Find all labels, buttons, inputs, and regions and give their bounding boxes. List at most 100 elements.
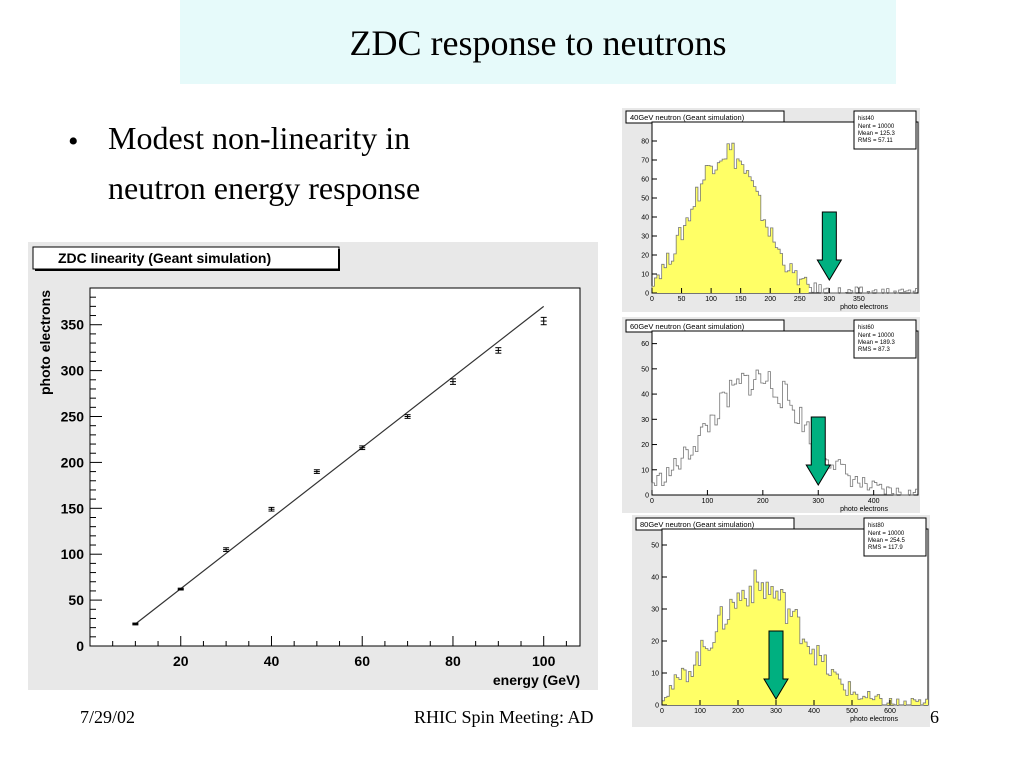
hist-x-tick-label: 500 <box>846 708 858 715</box>
y-tick-label: 50 <box>68 592 84 608</box>
bullet-marker: • <box>68 125 79 158</box>
stats-line: Mean = 189.3 <box>858 340 896 346</box>
footer-page-number: 6 <box>930 707 939 727</box>
x-tick-label: 60 <box>354 653 370 669</box>
footer-date: 7/29/02 <box>80 707 136 727</box>
y-tick-label: 250 <box>61 409 85 425</box>
bullet-line-1: Modest non-linearity in <box>108 120 411 156</box>
y-tick-label: 0 <box>76 638 84 654</box>
hist-title: 60GeV neutron (Geant simulation) <box>630 322 745 331</box>
linearity-chart: ZDC linearity (Geant simulation) 20 40 60 80… <box>32 246 581 688</box>
stats-box <box>853 110 917 150</box>
hist-x-tick-label: 300 <box>770 708 782 715</box>
slide-title: ZDC response to neutrons <box>349 23 727 63</box>
hist-outline <box>651 142 918 294</box>
hist-y-tick-label: 40 <box>641 392 649 399</box>
hist-y-tick-label: 10 <box>651 671 659 678</box>
hist-y-tick-label: 10 <box>641 272 649 279</box>
hist-x-tick-label: 0 <box>650 498 654 505</box>
hist-x-axis-label: photo electrons <box>850 716 898 723</box>
hist-y-tick-label: 40 <box>641 215 649 222</box>
hist-y-tick-label: 0 <box>655 703 659 710</box>
hist-y-tick-label: 0 <box>645 493 649 500</box>
stats-line: RMS = 87.3 <box>858 347 891 353</box>
hist-x-tick-label: 350 <box>853 296 865 303</box>
stats-name: hist80 <box>868 523 885 529</box>
y-tick-label: 150 <box>61 500 85 516</box>
stats-line: RMS = 57.11 <box>858 138 893 144</box>
hist-x-tick-label: 150 <box>735 296 747 303</box>
hist-x-tick-label: 50 <box>678 296 686 303</box>
stats-line: Nent = 10000 <box>858 333 895 339</box>
hist-outline <box>651 369 918 496</box>
chart-title: ZDC linearity (Geant simulation) <box>58 250 271 266</box>
hist-x-axis-label: photo electrons <box>840 506 888 513</box>
hist-x-tick-label: 300 <box>812 498 824 505</box>
hist-x-tick-label: 300 <box>823 296 835 303</box>
hist-y-tick-label: 80 <box>641 139 649 146</box>
y-tick-label: 350 <box>61 317 85 333</box>
stats-line: Nent = 10000 <box>868 531 905 537</box>
hist-y-tick-label: 60 <box>641 177 649 184</box>
footer-meeting: RHIC Spin Meeting: AD <box>414 707 594 727</box>
hist-x-tick-label: 0 <box>660 708 664 715</box>
hist60-chart: 60GeV neutron (Geant simulation)0 100 200 3… <box>625 319 919 513</box>
stats-line: Nent = 10000 <box>858 124 895 130</box>
hist40-panel: 40GeV neutron (Geant simulation) 0 50 100 15… <box>622 108 920 312</box>
hist-y-tick-label: 20 <box>641 442 649 449</box>
hist80-chart: 80GeV neutron (Geant simulation)0 100 200 3… <box>635 517 929 723</box>
hist40-chart: 40GeV neutron (Geant simulation)0 50 100 15… <box>625 110 919 311</box>
title-background <box>180 0 896 84</box>
x-tick-label: 80 <box>445 653 461 669</box>
hist-y-tick-label: 20 <box>651 639 659 646</box>
hist-title: 80GeV neutron (Geant simulation) <box>640 520 755 529</box>
down-arrow-icon <box>805 416 832 486</box>
y-tick-label: 100 <box>61 546 85 562</box>
x-tick-label: 100 <box>532 653 556 669</box>
hist-x-tick-label: 0 <box>650 296 654 303</box>
hist-y-tick-label: 50 <box>641 196 649 203</box>
hist60-panel: 60GeV neutron (Geant simulation) 0 100 200 3… <box>622 317 920 513</box>
stats-line: Mean = 125.3 <box>858 131 896 137</box>
down-arrow-icon <box>816 211 843 281</box>
hist-x-tick-label: 400 <box>808 708 820 715</box>
hist-y-tick-label: 50 <box>651 543 659 550</box>
hist-y-tick-label: 70 <box>641 158 649 165</box>
hist-x-axis-label: photo electrons <box>840 304 888 311</box>
bullet-line-2: neutron energy response <box>108 170 421 206</box>
hist80-panel: 80GeV neutron (Geant simulation) 0 100 200 3… <box>632 515 930 727</box>
hist-y-tick-label: 50 <box>641 366 649 373</box>
x-tick-label: 40 <box>264 653 280 669</box>
hist-outline <box>661 569 928 706</box>
stats-line: Mean = 254.5 <box>868 538 906 544</box>
fit-line <box>135 305 545 625</box>
hist-x-tick-label: 200 <box>732 708 744 715</box>
x-axis-label: energy (GeV) <box>493 672 580 688</box>
y-tick-label: 300 <box>61 363 85 379</box>
plot-frame <box>89 287 581 647</box>
hist-x-tick-label: 250 <box>794 296 806 303</box>
stats-box <box>853 319 917 359</box>
stats-line: RMS = 117.9 <box>868 545 903 551</box>
hist-x-tick-label: 100 <box>702 498 714 505</box>
hist-y-tick-label: 30 <box>651 607 659 614</box>
hist-y-tick-label: 40 <box>651 575 659 582</box>
stats-name: hist60 <box>858 325 875 331</box>
y-tick-label: 200 <box>61 454 85 470</box>
stats-box <box>863 517 927 557</box>
hist-x-tick-label: 200 <box>757 498 769 505</box>
hist-fill <box>652 143 810 293</box>
hist-y-tick-label: 30 <box>641 234 649 241</box>
hist-fill <box>662 570 928 705</box>
hist-y-tick-label: 60 <box>641 341 649 348</box>
hist-y-tick-label: 10 <box>641 467 649 474</box>
hist-y-tick-label: 0 <box>645 291 649 298</box>
hist-y-tick-label: 20 <box>641 253 649 260</box>
hist-x-tick-label: 200 <box>764 296 776 303</box>
x-tick-label: 20 <box>173 653 189 669</box>
down-arrow-icon <box>763 630 789 700</box>
hist-title: 40GeV neutron (Geant simulation) <box>630 113 745 122</box>
hist-x-tick-label: 400 <box>868 498 880 505</box>
y-axis-label: photo electrons <box>37 290 53 395</box>
hist-x-tick-label: 100 <box>694 708 706 715</box>
